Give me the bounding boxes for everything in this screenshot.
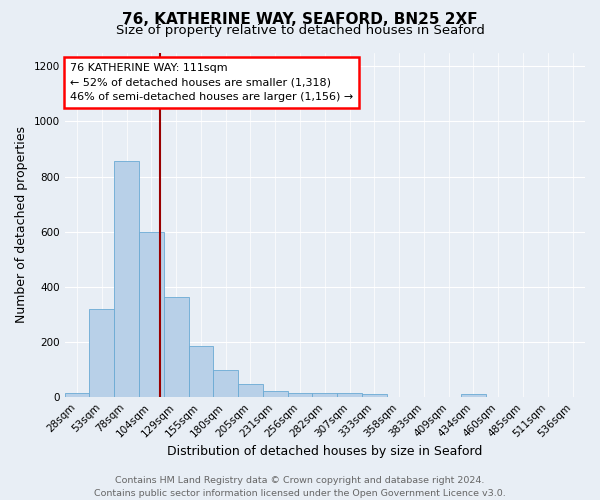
Bar [188,346,214,397]
Bar [337,392,362,397]
Bar [89,309,114,397]
Bar [139,232,164,397]
Bar [238,384,263,397]
Bar [313,392,337,397]
Bar [114,162,139,397]
Text: 76 KATHERINE WAY: 111sqm
← 52% of detached houses are smaller (1,318)
46% of sem: 76 KATHERINE WAY: 111sqm ← 52% of detach… [70,63,353,102]
X-axis label: Distribution of detached houses by size in Seaford: Distribution of detached houses by size … [167,444,482,458]
Bar [287,392,313,397]
Bar [214,370,238,397]
Bar [263,391,287,397]
Bar [461,394,486,397]
Bar [65,393,89,397]
Text: 76, KATHERINE WAY, SEAFORD, BN25 2XF: 76, KATHERINE WAY, SEAFORD, BN25 2XF [122,12,478,28]
Bar [362,394,387,397]
Text: Size of property relative to detached houses in Seaford: Size of property relative to detached ho… [116,24,484,37]
Bar [164,296,188,397]
Text: Contains HM Land Registry data © Crown copyright and database right 2024.
Contai: Contains HM Land Registry data © Crown c… [94,476,506,498]
Y-axis label: Number of detached properties: Number of detached properties [15,126,28,324]
